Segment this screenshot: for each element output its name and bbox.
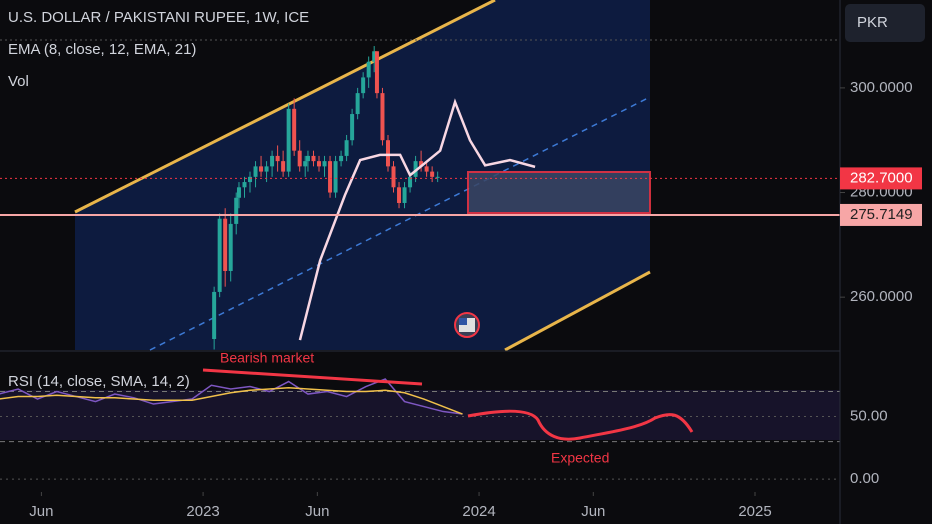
- candle-body: [366, 61, 371, 78]
- x-tick-label: 2023: [186, 503, 219, 520]
- candle-body: [328, 161, 333, 193]
- annotation: Expected: [551, 450, 609, 466]
- target-box: [467, 171, 651, 214]
- price-label: 275.7149: [850, 206, 913, 223]
- candle-body: [281, 161, 286, 172]
- currency: PKR: [857, 14, 888, 31]
- currency-box: [845, 4, 925, 42]
- candle-body: [292, 108, 297, 151]
- x-tick-label: 2025: [738, 503, 771, 520]
- channel-mid: [149, 96, 651, 351]
- y-tick-label: 300.0000: [850, 79, 913, 96]
- indicator-label: EMA (8, close, 12, EMA, 21): [8, 41, 196, 58]
- y-tick-label: 260.0000: [850, 288, 913, 305]
- candle-body: [275, 155, 280, 162]
- price-pane: [0, 46, 840, 350]
- candle-body: [236, 187, 241, 198]
- x-tick-label: Jun: [581, 503, 605, 520]
- candle-body: [234, 197, 239, 224]
- annotation: Bearish market: [220, 350, 314, 366]
- candle-body: [322, 161, 327, 167]
- candle-body: [419, 161, 424, 167]
- channel-lower: [504, 270, 651, 352]
- x-tick-label: Jun: [29, 503, 53, 520]
- candle-body: [303, 161, 308, 167]
- candle-body: [350, 114, 355, 141]
- candle-body: [408, 176, 413, 188]
- rsi-title: RSI (14, close, SMA, 14, 2): [8, 373, 190, 390]
- candle-body: [385, 140, 390, 167]
- x-tick-label: 2024: [462, 503, 495, 520]
- price-label: 282.7000: [850, 169, 913, 186]
- rsi-pane: [0, 378, 840, 480]
- price-label-box: [840, 167, 922, 190]
- y-tick-label: 50.00: [850, 408, 888, 425]
- candle-body: [424, 166, 429, 172]
- candle-body: [317, 161, 322, 167]
- candle-body: [242, 182, 247, 188]
- axes: Jun 2023 Jun 2024 Jun 2025300.0000280.0000260…: [29, 79, 922, 520]
- candle-body: [333, 161, 338, 193]
- ema-line: [298, 98, 536, 341]
- price-label-box: [840, 203, 922, 226]
- expected-path: [467, 409, 694, 441]
- candle-body: [361, 77, 366, 94]
- candle-body: [435, 176, 440, 178]
- candle-body: [297, 150, 302, 167]
- candle-body: [259, 166, 264, 172]
- title: U.S. DOLLAR / PAKISTANI RUPEE, 1W, ICE: [8, 9, 309, 26]
- candle-body: [305, 155, 310, 162]
- candle-body: [264, 166, 269, 172]
- channel-upper: [74, 0, 496, 214]
- rsi-line: [0, 387, 463, 415]
- candle-body: [430, 171, 435, 177]
- candle-body: [374, 51, 379, 94]
- candle-body: [397, 187, 402, 203]
- candle-body: [223, 218, 228, 272]
- candle-body: [228, 223, 233, 272]
- y-tick-label: 0.00: [850, 470, 879, 487]
- x-tick-label: Jun: [305, 503, 329, 520]
- candle-body: [391, 166, 396, 188]
- bearish-line: [202, 368, 423, 386]
- indicator-label: Vol: [8, 73, 29, 90]
- candle-body: [355, 93, 360, 115]
- candle-body: [253, 166, 258, 177]
- candle-body: [413, 161, 418, 177]
- candle-body: [380, 93, 385, 141]
- candle-body: [248, 176, 253, 183]
- candle-body: [217, 218, 222, 292]
- candle-body: [372, 51, 377, 62]
- candle-body: [270, 155, 275, 167]
- candle-body: [311, 155, 316, 162]
- candle-body: [402, 187, 407, 203]
- candle-body: [339, 155, 344, 162]
- candle-body: [212, 291, 217, 340]
- candle-body: [344, 140, 349, 156]
- flag-icon: [454, 312, 480, 338]
- candle-body: [286, 108, 291, 172]
